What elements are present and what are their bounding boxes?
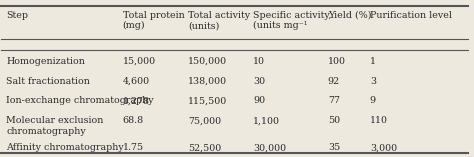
Text: 138,000: 138,000 xyxy=(188,77,227,86)
Text: 52,500: 52,500 xyxy=(188,143,221,152)
Text: 100: 100 xyxy=(328,57,346,66)
Text: Ion-exchange chromatography: Ion-exchange chromatography xyxy=(6,96,154,105)
Text: 1.75: 1.75 xyxy=(123,143,144,152)
Text: 77: 77 xyxy=(328,96,340,105)
Text: 3,000: 3,000 xyxy=(370,143,397,152)
Text: Total protein
(mg): Total protein (mg) xyxy=(123,11,184,30)
Text: 4,600: 4,600 xyxy=(123,77,150,86)
Text: 92: 92 xyxy=(328,77,340,86)
Text: Homogenization: Homogenization xyxy=(6,57,85,66)
Text: Total activity
(units): Total activity (units) xyxy=(188,11,250,30)
Text: 150,000: 150,000 xyxy=(188,57,227,66)
Text: 9: 9 xyxy=(370,96,376,105)
Text: 1: 1 xyxy=(370,57,376,66)
Text: 35: 35 xyxy=(328,143,340,152)
Text: 1,278: 1,278 xyxy=(123,96,150,105)
Text: Yield (%): Yield (%) xyxy=(328,11,371,20)
Text: 50: 50 xyxy=(328,116,340,125)
Text: 110: 110 xyxy=(370,116,388,125)
Text: 68.8: 68.8 xyxy=(123,116,144,125)
Text: 30,000: 30,000 xyxy=(253,143,286,152)
Text: Affinity chromatography: Affinity chromatography xyxy=(6,143,124,152)
Text: 30: 30 xyxy=(253,77,265,86)
Text: 3: 3 xyxy=(370,77,376,86)
Text: Molecular exclusion
chromatography: Molecular exclusion chromatography xyxy=(6,116,103,136)
Text: 90: 90 xyxy=(253,96,265,105)
Text: Purification level: Purification level xyxy=(370,11,452,20)
Text: 10: 10 xyxy=(253,57,265,66)
Text: 75,000: 75,000 xyxy=(188,116,221,125)
Text: Salt fractionation: Salt fractionation xyxy=(6,77,90,86)
Text: 15,000: 15,000 xyxy=(123,57,156,66)
Text: Specific activity,
(units mg⁻¹: Specific activity, (units mg⁻¹ xyxy=(253,11,332,30)
Text: 115,500: 115,500 xyxy=(188,96,227,105)
Text: Step: Step xyxy=(6,11,28,20)
Text: 1,100: 1,100 xyxy=(253,116,280,125)
